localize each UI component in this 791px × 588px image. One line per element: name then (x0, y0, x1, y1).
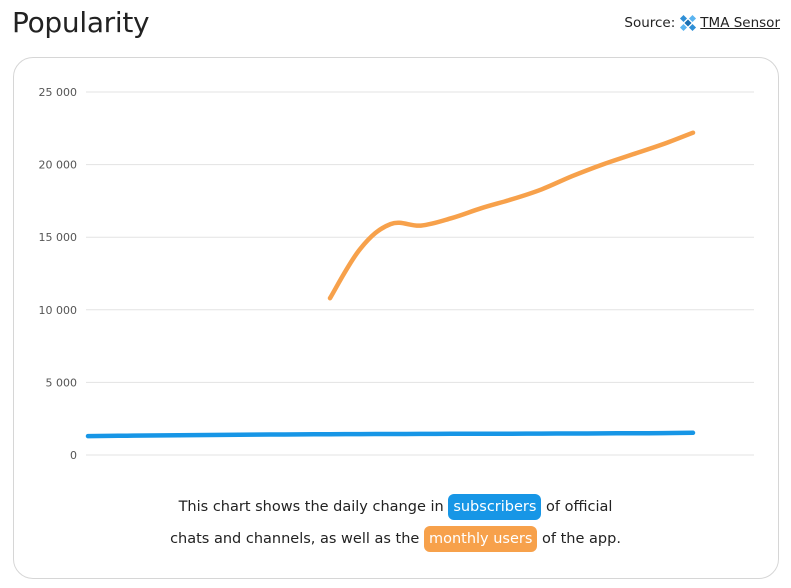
series-line-monthly-users (327, 130, 696, 301)
caption-text-4: of the app. (542, 531, 621, 547)
page-title: Popularity (12, 6, 150, 39)
chart-card (13, 57, 779, 579)
source-label: Source: (624, 15, 676, 31)
y-tick-label: 25 000 (39, 86, 78, 99)
source-link[interactable]: TMA Sensor (679, 14, 780, 32)
y-tick-label: 10 000 (39, 304, 78, 317)
series-line-subscribers (85, 430, 696, 439)
source: Source: TMA Sensor (624, 14, 780, 32)
caption-text-2: of official (546, 499, 613, 515)
tma-sensor-icon (680, 14, 697, 32)
caption-text-3: chats and channels, as well as the (170, 531, 420, 547)
subscribers-legend-badge: subscribers (448, 494, 542, 520)
monthly-users-legend-badge: monthly users (423, 526, 538, 552)
popularity-line-chart: 0 5 000 10 000 15 000 20 000 25 000 (39, 86, 754, 462)
caption-text-1: This chart shows the daily change in (178, 499, 444, 515)
chart-caption: This chart shows the daily change in sub… (0, 491, 791, 555)
y-tick-label: 15 000 (39, 231, 78, 244)
y-tick-label: 5 000 (46, 376, 78, 389)
y-tick-label: 0 (70, 449, 77, 462)
y-tick-label: 20 000 (39, 159, 78, 172)
source-link-text: TMA Sensor (700, 15, 780, 31)
